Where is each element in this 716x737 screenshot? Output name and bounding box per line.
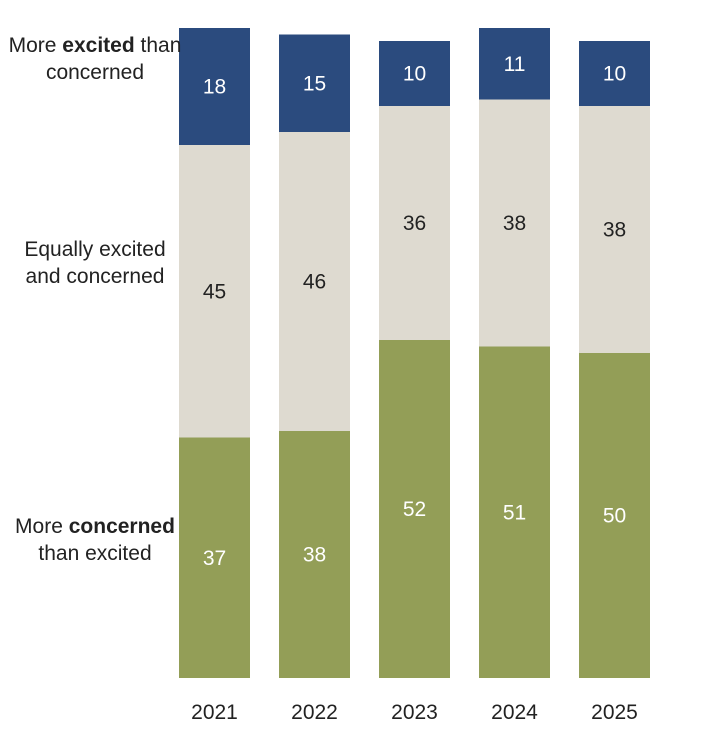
value-label-2023-concerned: 52 <box>403 498 426 521</box>
x-tick-label-2023: 2023 <box>391 701 438 724</box>
bar-2024-equally <box>479 99 550 347</box>
bar-2025-concerned <box>579 353 650 678</box>
value-label-2022-excited: 15 <box>303 72 326 95</box>
bars-group: 37 45 18 38 46 15 52 36 10 51 38 11 50 38 10 <box>179 28 650 678</box>
x-tick-label-2021: 2021 <box>191 701 238 724</box>
legend-label-excited: More excited than concerned <box>8 34 182 84</box>
bar-2022-concerned <box>279 431 350 678</box>
x-tick-label-2025: 2025 <box>591 701 638 724</box>
bar-2022-excited <box>279 34 350 132</box>
value-label-2022-equally: 46 <box>303 271 326 294</box>
bar-2021-excited <box>179 28 250 145</box>
bar-2025-excited <box>579 41 650 106</box>
x-axis-tick-labels: 2021 2022 2023 2024 2025 <box>191 701 638 724</box>
value-label-2021-excited: 18 <box>203 76 226 99</box>
bar-2024-concerned <box>479 346 550 678</box>
value-label-2025-excited: 10 <box>603 63 626 86</box>
bar-2021-concerned <box>179 437 250 678</box>
bar-2023-equally <box>379 106 450 340</box>
value-label-2024-equally: 38 <box>503 212 526 235</box>
bar-2021-equally <box>179 145 250 438</box>
x-tick-label-2022: 2022 <box>291 701 338 724</box>
legend-label-concerned: More concerned than excited <box>15 515 175 565</box>
value-label-2025-concerned: 50 <box>603 505 626 528</box>
value-label-2023-excited: 10 <box>403 63 426 86</box>
bar-2025-equally <box>579 106 650 353</box>
value-label-2024-concerned: 51 <box>503 501 526 524</box>
value-label-2022-concerned: 38 <box>303 544 326 567</box>
value-label-2021-equally: 45 <box>203 280 226 303</box>
value-label-2025-equally: 38 <box>603 219 626 242</box>
bar-2022-equally <box>279 132 350 431</box>
bar-2023-excited <box>379 41 450 106</box>
value-label-2024-excited: 11 <box>504 53 526 76</box>
x-tick-label-2024: 2024 <box>491 701 538 724</box>
value-label-2023-equally: 36 <box>403 212 426 235</box>
bar-2024-excited <box>479 28 550 100</box>
legend-label-equally: Equally excited and concerned <box>24 238 166 288</box>
value-label-2021-concerned: 37 <box>203 547 226 570</box>
bar-2023-concerned <box>379 340 450 678</box>
